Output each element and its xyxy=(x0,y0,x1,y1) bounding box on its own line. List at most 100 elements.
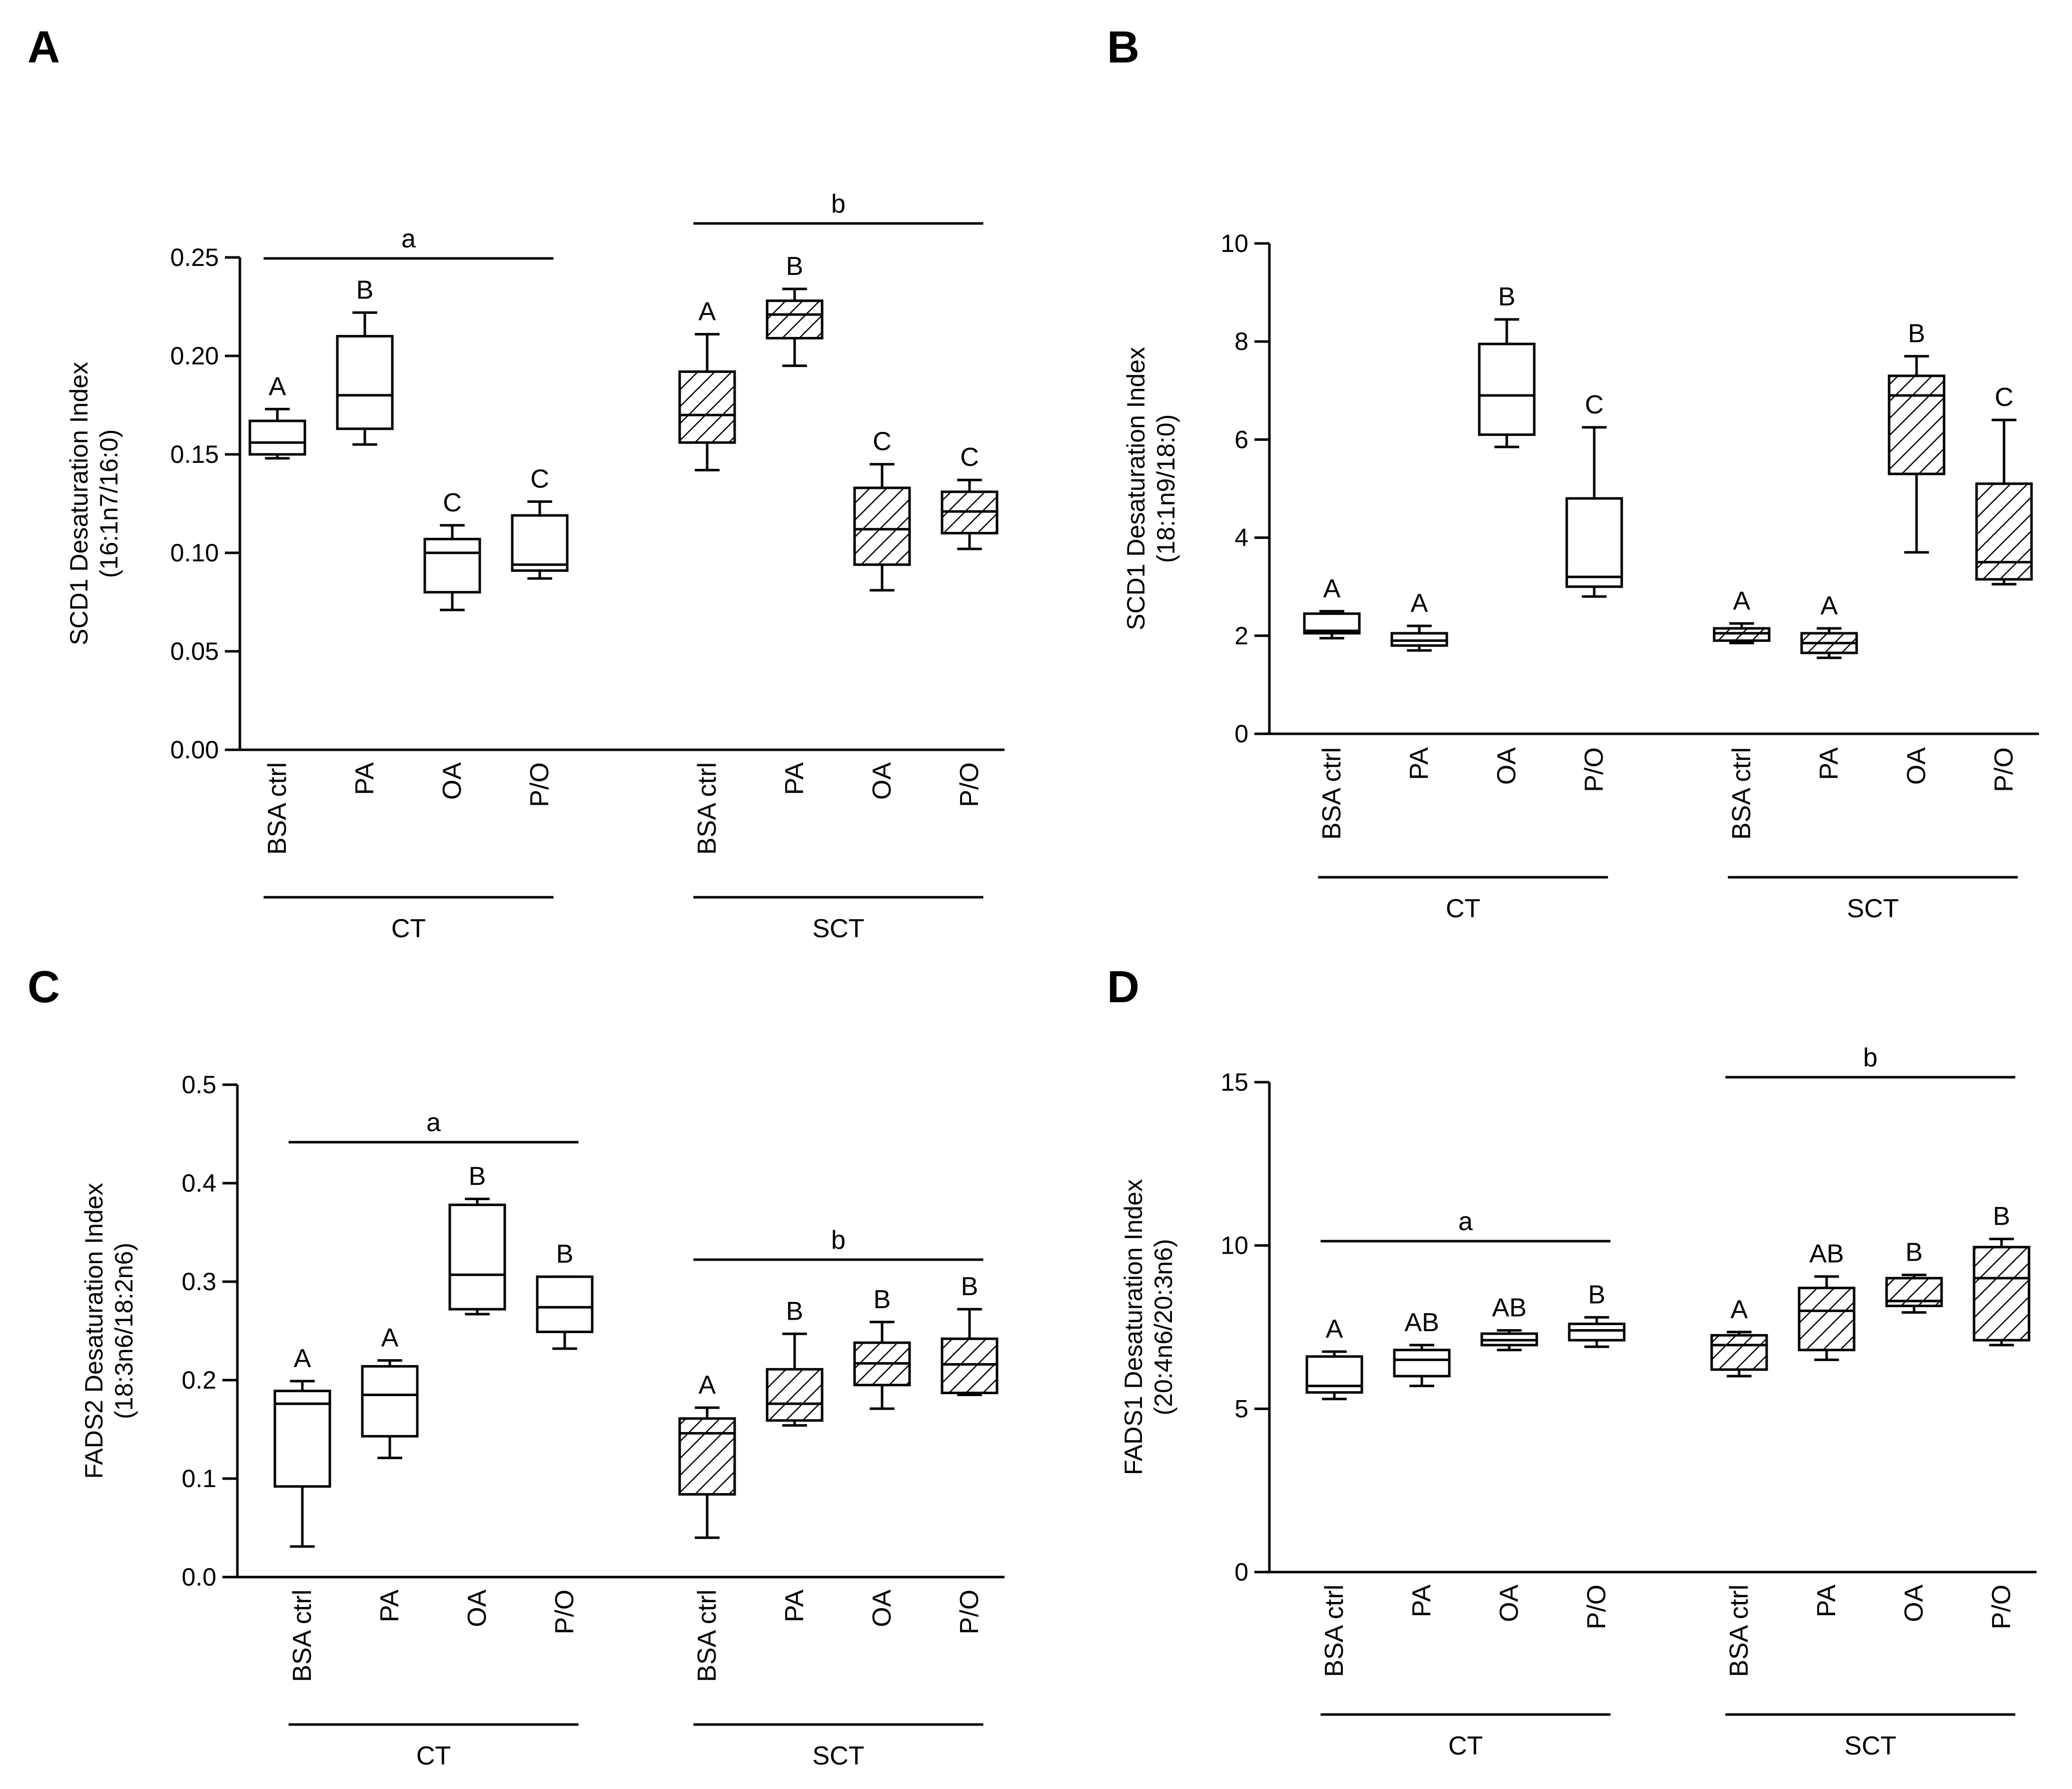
box-iqr xyxy=(1393,1349,1451,1378)
significance-letter: A xyxy=(699,297,716,326)
y-tick-label: 10 xyxy=(1220,1232,1248,1260)
category-label: BSA ctrl xyxy=(288,1590,317,1682)
category-label: P/O xyxy=(525,762,554,807)
significance-letter: B xyxy=(556,1240,574,1269)
significance-letter: B xyxy=(786,1297,804,1326)
box xyxy=(853,1321,911,1410)
group-label: CT xyxy=(1448,1732,1483,1761)
category-label: P/O xyxy=(1582,1585,1611,1630)
box-iqr xyxy=(1888,374,1946,475)
y-tick-label: 0.10 xyxy=(170,539,219,567)
box xyxy=(423,524,481,611)
box xyxy=(1798,1275,1856,1361)
y-tick-label: 2 xyxy=(1234,622,1248,650)
box xyxy=(853,463,911,592)
box-iqr xyxy=(1798,1287,1856,1352)
group-ct: A BSA ctrl B PA C OA C P/O CT a xyxy=(248,224,569,943)
y-axis-label: FADS2 Desaturation Index xyxy=(80,1183,108,1479)
significance-letter: A xyxy=(381,1324,399,1353)
y-tick-label: 0.1 xyxy=(181,1465,216,1493)
y-axis-sublabel: (18:3n6/18:2n6) xyxy=(110,1243,138,1419)
category-label: OA xyxy=(1495,1585,1524,1622)
significance-letter: B xyxy=(1906,1238,1923,1267)
category-label: P/O xyxy=(1987,1585,2016,1630)
group-sct: A BSA ctrl B PA C OA C P/O SCT b xyxy=(678,189,999,943)
category-label: OA xyxy=(438,762,467,800)
box xyxy=(1713,622,1771,645)
category-label: BSA ctrl xyxy=(693,762,722,855)
box-iqr xyxy=(1973,1246,2031,1342)
y-tick-label: 0.5 xyxy=(181,1071,216,1099)
box xyxy=(448,1198,506,1316)
group-label: CT xyxy=(416,1742,451,1771)
category-label: P/O xyxy=(550,1590,579,1635)
y-tick-label: 0.0 xyxy=(181,1563,216,1591)
category-label: OA xyxy=(868,762,897,800)
box-iqr xyxy=(1478,342,1536,436)
category-label: BSA ctrl xyxy=(263,762,292,855)
panel-label: B xyxy=(1107,22,1139,72)
category-label: BSA ctrl xyxy=(1727,747,1756,840)
box xyxy=(1565,426,1623,598)
box xyxy=(678,333,736,472)
box-iqr xyxy=(1568,1322,1626,1342)
category-label: PA xyxy=(1407,1585,1436,1618)
box xyxy=(1973,1238,2031,1347)
box xyxy=(1478,318,1536,448)
box-iqr xyxy=(336,335,394,430)
category-label: OA xyxy=(1900,1585,1929,1622)
category-label: OA xyxy=(1492,747,1521,785)
box xyxy=(1710,1331,1768,1378)
box xyxy=(766,1332,824,1427)
box xyxy=(766,287,824,367)
significance-letter: AB xyxy=(1809,1240,1844,1269)
significance-letter: A xyxy=(1411,589,1428,618)
group-sig-letter: a xyxy=(401,224,416,253)
box-iqr xyxy=(678,1417,736,1496)
significance-letter: B xyxy=(356,275,374,304)
box xyxy=(511,500,569,580)
y-axis-label: SCD1 Desaturation Index xyxy=(1122,347,1150,630)
significance-letter: A xyxy=(1821,591,1838,620)
box-iqr xyxy=(361,1365,419,1438)
y-tick-label: 6 xyxy=(1234,425,1248,453)
significance-letter: AB xyxy=(1404,1308,1439,1337)
y-tick-label: 0.00 xyxy=(170,736,219,764)
y-tick-label: 0.4 xyxy=(181,1169,216,1197)
group-sct: A BSA ctrl B PA B OA B P/O SCT b xyxy=(678,1226,999,1771)
box-iqr xyxy=(511,514,569,572)
significance-letter: AB xyxy=(1492,1294,1526,1323)
y-tick-label: 0.20 xyxy=(170,342,219,370)
panel-label: A xyxy=(27,22,60,72)
y-tick-label: 15 xyxy=(1220,1068,1248,1096)
significance-letter: B xyxy=(1908,319,1926,348)
panel-label: C xyxy=(27,962,60,1012)
category-label: PA xyxy=(1815,747,1844,780)
group-sig-letter: b xyxy=(1863,1043,1878,1072)
group-ct: A BSA ctrl A PA B OA C P/O CT xyxy=(1303,282,1623,923)
y-tick-label: 4 xyxy=(1234,524,1248,552)
category-label: P/O xyxy=(955,762,984,807)
group-sig-letter: a xyxy=(1458,1207,1473,1236)
category-label: P/O xyxy=(1990,747,2019,792)
box-iqr xyxy=(536,1275,594,1333)
group-sig-letter: b xyxy=(831,1226,846,1255)
group-label: SCT xyxy=(1845,1732,1897,1761)
y-tick-label: 0.25 xyxy=(170,243,219,271)
box xyxy=(1885,1273,1943,1314)
group-sig-letter: a xyxy=(426,1108,441,1137)
category-label: OA xyxy=(1902,747,1931,785)
y-axis-sublabel: (18:1n9/18:0) xyxy=(1152,414,1180,563)
significance-letter: A xyxy=(699,1371,716,1400)
group-sct: A BSA ctrl AB PA B OA B P/O SCT b xyxy=(1710,1043,2031,1761)
significance-letter: C xyxy=(530,465,549,494)
group-label: SCT xyxy=(813,1742,865,1771)
y-tick-label: 0.2 xyxy=(181,1366,216,1394)
significance-letter: C xyxy=(1585,390,1604,419)
box-iqr xyxy=(766,299,824,340)
y-tick-label: 0.15 xyxy=(170,440,219,468)
y-axis-label: FADS1 Desaturation Index xyxy=(1119,1179,1147,1475)
significance-letter: B xyxy=(1993,1202,2011,1231)
box-iqr xyxy=(1565,497,1623,588)
y-tick-label: 8 xyxy=(1234,327,1248,355)
